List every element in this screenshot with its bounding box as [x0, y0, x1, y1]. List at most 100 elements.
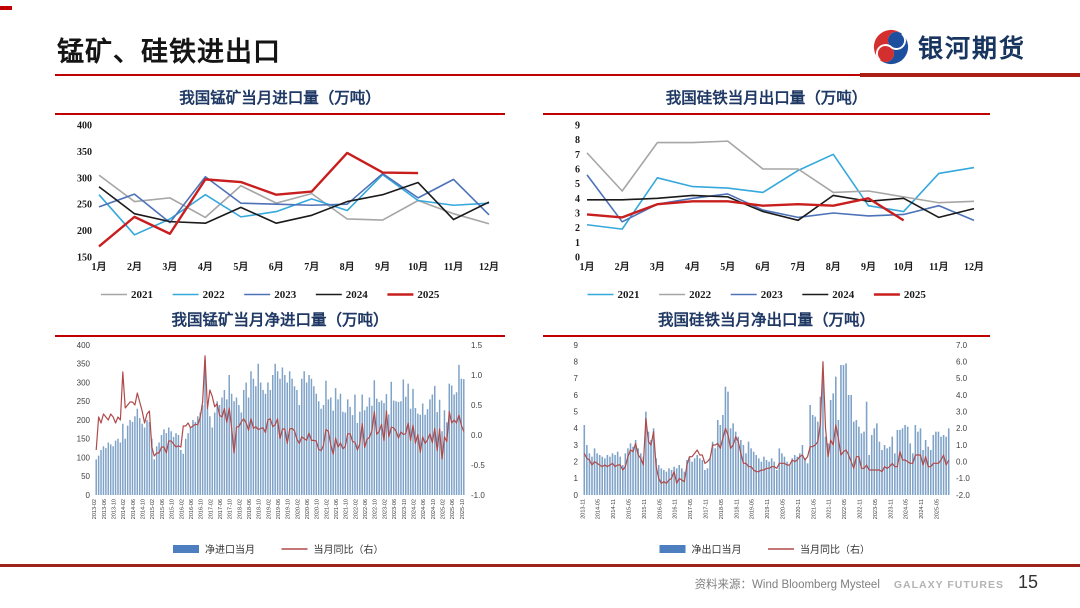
chart-panel-fesi-export: 我国硅铁当月出口量（万吨） 9 8 7 6 5 4 3 2 1 0 1月 2月 3月 4月 5月 6月 7月 8月…: [543, 88, 990, 306]
svg-text:净进口当月: 净进口当月: [205, 543, 255, 556]
svg-text:6: 6: [574, 390, 579, 399]
svg-text:2月: 2月: [127, 261, 142, 273]
svg-text:9: 9: [574, 340, 579, 349]
svg-text:2025: 2025: [417, 289, 440, 301]
svg-text:2024-10: 2024-10: [431, 499, 437, 519]
svg-text:2020-10: 2020-10: [315, 499, 321, 519]
svg-text:8: 8: [574, 357, 579, 366]
source-label: 资料来源：Wind Bloomberg Mysteel: [694, 579, 880, 591]
mn-net-import-bar-chart: 400 350 300 250 200 150 100 50 0 1.5 1.0 0.5 0.0 -0.5…: [77, 340, 486, 556]
svg-text:2014-05: 2014-05: [596, 499, 602, 519]
svg-text:7.0: 7.0: [956, 340, 968, 349]
svg-text:2024: 2024: [832, 289, 855, 301]
svg-text:2024-11: 2024-11: [919, 499, 925, 519]
svg-text:6月: 6月: [269, 261, 284, 273]
svg-text:6.0: 6.0: [956, 357, 968, 366]
footer: 资料来源：Wind Bloomberg Mysteel GALAXY FUTUR…: [695, 572, 1038, 593]
svg-text:2018-06: 2018-06: [247, 499, 253, 519]
svg-text:6: 6: [575, 164, 580, 175]
svg-text:2014-11: 2014-11: [611, 499, 617, 519]
fesi-net-export-bar-chart: 9 8 7 6 5 4 3 2 1 0 7.0 6.0 5.0 4.0 3.0 2.0 1.0 0.0 -1.0 -2…: [574, 340, 971, 556]
svg-text:2022-10: 2022-10: [373, 499, 379, 519]
svg-text:2022-05: 2022-05: [842, 499, 848, 519]
svg-text:8月: 8月: [340, 261, 355, 273]
svg-text:5月: 5月: [720, 261, 735, 273]
svg-text:2018-10: 2018-10: [257, 499, 263, 519]
svg-text:3: 3: [575, 208, 580, 219]
svg-text:2016-10: 2016-10: [199, 499, 205, 519]
svg-text:2023-11: 2023-11: [888, 499, 894, 519]
svg-text:8月: 8月: [826, 261, 841, 273]
chart-title-rule: [543, 335, 990, 337]
svg-text:2015-05: 2015-05: [626, 499, 632, 519]
chart-panel-mn-net-import: 我国锰矿当月净进口量（万吨） 400 350 300 250 200 150 100 50 0 1…: [55, 310, 505, 562]
svg-text:0: 0: [86, 490, 91, 499]
svg-text:2014-10: 2014-10: [141, 499, 147, 519]
svg-text:2014-02: 2014-02: [121, 499, 127, 519]
svg-text:2014-06: 2014-06: [131, 499, 137, 519]
svg-text:200: 200: [77, 226, 92, 237]
svg-text:2021-02: 2021-02: [324, 499, 330, 519]
svg-text:2: 2: [575, 223, 580, 234]
svg-text:11月: 11月: [444, 261, 463, 273]
svg-text:2021-06: 2021-06: [334, 499, 340, 519]
svg-text:7月: 7月: [304, 261, 319, 273]
svg-text:2018-11: 2018-11: [734, 499, 740, 519]
svg-text:9月: 9月: [861, 261, 876, 273]
svg-text:2022-06: 2022-06: [363, 499, 369, 519]
svg-text:300: 300: [77, 378, 91, 387]
svg-text:4月: 4月: [685, 261, 700, 273]
svg-text:2024: 2024: [346, 289, 369, 301]
svg-text:7月: 7月: [791, 261, 806, 273]
svg-text:2018-05: 2018-05: [719, 499, 725, 519]
svg-text:5: 5: [574, 407, 579, 416]
svg-text:2015-06: 2015-06: [160, 499, 166, 519]
svg-text:2021: 2021: [131, 289, 153, 301]
svg-text:150: 150: [77, 434, 91, 443]
chart-panel-fesi-net-export: 我国硅铁当月净出口量（万吨） 9 8 7 6 5 4 3 2 1 0 7.0 6.0 5.0 4.0 3.0…: [543, 310, 990, 562]
svg-text:2.0: 2.0: [956, 424, 968, 433]
corner-accent: [0, 6, 12, 10]
chart-title-rule: [55, 113, 505, 115]
svg-text:0.0: 0.0: [956, 457, 968, 466]
svg-text:0.5: 0.5: [471, 400, 483, 409]
svg-text:2016-02: 2016-02: [179, 499, 185, 519]
header-divider-accent: [860, 73, 1080, 77]
logo-text: 银河期货: [918, 35, 1027, 63]
header-divider: [55, 74, 860, 76]
svg-text:2025-05: 2025-05: [934, 499, 940, 519]
svg-text:100: 100: [77, 453, 91, 462]
svg-text:2024-06: 2024-06: [421, 499, 427, 519]
svg-text:400: 400: [77, 120, 92, 131]
svg-text:3: 3: [574, 440, 579, 449]
svg-text:2020-02: 2020-02: [295, 499, 301, 519]
svg-text:2019-10: 2019-10: [286, 499, 292, 519]
svg-text:0: 0: [574, 490, 579, 499]
svg-text:350: 350: [77, 359, 91, 368]
chart-title: 我国硅铁当月出口量（万吨）: [665, 90, 868, 107]
svg-text:300: 300: [77, 173, 92, 184]
svg-text:2013-06: 2013-06: [102, 499, 108, 519]
svg-text:-0.5: -0.5: [471, 460, 485, 469]
svg-text:2016-05: 2016-05: [657, 499, 663, 519]
svg-text:2021-05: 2021-05: [811, 499, 817, 519]
svg-text:2024-05: 2024-05: [904, 499, 910, 519]
svg-text:2017-11: 2017-11: [703, 499, 709, 519]
logo: 银河期货: [872, 28, 1026, 66]
svg-text:1: 1: [575, 237, 580, 248]
svg-text:2018-02: 2018-02: [237, 499, 243, 519]
svg-text:2017-02: 2017-02: [208, 499, 214, 519]
svg-text:400: 400: [77, 340, 91, 349]
svg-text:2025-02: 2025-02: [440, 499, 446, 519]
chart-title: 我国锰矿当月净进口量（万吨）: [171, 312, 389, 329]
svg-text:2020-11: 2020-11: [796, 499, 802, 519]
svg-text:1.5: 1.5: [471, 340, 483, 349]
svg-text:3月: 3月: [162, 261, 177, 273]
svg-text:2023-02: 2023-02: [382, 499, 388, 519]
svg-text:2022: 2022: [203, 289, 226, 301]
svg-text:当月同比（右）: 当月同比（右）: [800, 543, 870, 556]
svg-text:2021-11: 2021-11: [827, 499, 833, 519]
svg-text:5.0: 5.0: [956, 374, 968, 383]
chart-title-rule: [55, 335, 505, 337]
